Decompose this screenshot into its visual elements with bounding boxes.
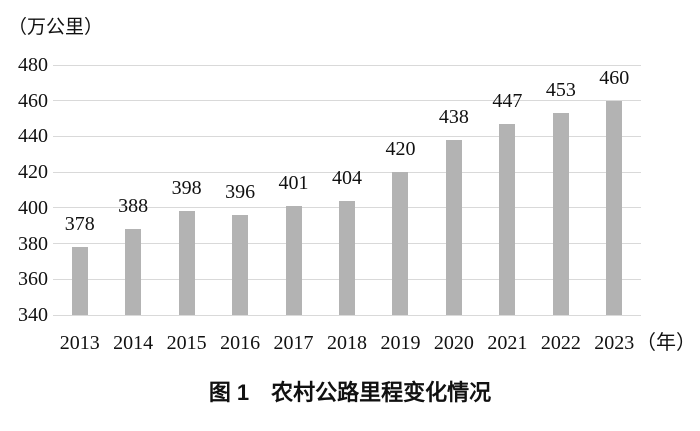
y-axis-tick-label: 340: [18, 304, 48, 326]
y-axis-tick-label: 460: [18, 89, 48, 112]
bar-value-label: 420: [385, 138, 416, 161]
y-axis-tick-label: 440: [18, 125, 48, 148]
y-axis-unit-label: （万公里）: [8, 17, 104, 38]
gridline: [53, 135, 641, 137]
x-axis-tick-label: 2018: [327, 332, 367, 354]
bar-value-label: 398: [171, 177, 202, 200]
x-axis-tick-label: 2015: [166, 332, 207, 354]
bar-value-label: 401: [278, 172, 309, 195]
gridline: [53, 171, 641, 173]
x-axis-tick-label: 2020: [433, 332, 474, 354]
bar: [445, 140, 462, 315]
bar: [178, 211, 195, 315]
x-axis-tick-label: 2013: [59, 332, 100, 354]
gridline: [53, 64, 641, 66]
y-axis-tick-label: 420: [18, 161, 48, 184]
gridline: [53, 100, 641, 102]
bar: [339, 200, 355, 315]
x-axis-tick-label: 2014: [113, 332, 154, 354]
figure-caption: 图 1 农村公路里程变化情况: [208, 380, 492, 405]
x-axis-tick-label: 2023: [594, 332, 635, 354]
y-axis-tick-label: 400: [18, 196, 48, 219]
bar: [392, 172, 409, 315]
x-axis-tick-label: 2019: [380, 332, 421, 354]
bar: [71, 247, 88, 315]
bar: [232, 215, 249, 315]
x-axis-tick-label: 2021: [487, 332, 528, 354]
bar-value-label: 438: [438, 106, 469, 128]
gridline: [53, 314, 641, 316]
x-axis-tick-label: 2016: [220, 332, 261, 354]
bar-value-label: 447: [492, 89, 523, 112]
bar-value-label: 396: [225, 181, 256, 203]
bar: [285, 206, 302, 315]
bar-value-label: 460: [599, 66, 630, 89]
x-axis-unit-label: （年）: [636, 332, 696, 354]
bar-value-label: 453: [545, 79, 576, 102]
x-axis-tick-label: 2017: [273, 332, 314, 354]
bar: [125, 229, 142, 315]
bar: [606, 100, 623, 315]
y-axis-tick-label: 380: [18, 232, 48, 255]
bar-value-label: 404: [332, 166, 362, 189]
bar: [552, 113, 569, 315]
bar-value-label: 388: [118, 195, 149, 218]
x-axis-tick-label: 2022: [540, 332, 581, 354]
bar-value-label: 378: [64, 213, 95, 236]
y-axis-tick-label: 360: [18, 268, 48, 291]
bar: [499, 123, 516, 315]
y-axis-tick-label: 480: [18, 54, 48, 76]
